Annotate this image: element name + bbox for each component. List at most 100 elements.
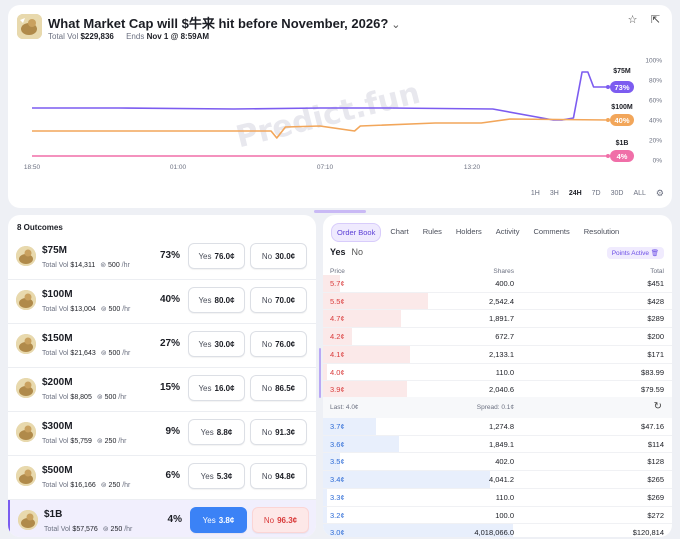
y-tick-label: 0% <box>653 158 663 165</box>
outcome-meta: Total Vol $8,805 ⊚ 500 /hr <box>42 393 126 401</box>
ask-shares: 400.0 <box>495 279 514 288</box>
tab-chart[interactable]: Chart <box>390 227 409 236</box>
buy-no-button[interactable]: No 94.8¢ <box>250 463 307 489</box>
ask-row[interactable]: 5.7¢ 400.0 $451 <box>323 275 672 293</box>
outcome-name: $200M <box>42 377 73 388</box>
outcome-vol: $21,643 <box>70 350 96 357</box>
buy-yes-button[interactable]: Yes 80.0¢ <box>188 287 245 313</box>
toggle-no[interactable]: No <box>351 247 364 257</box>
depth-bar <box>323 453 341 472</box>
buy-no-button[interactable]: No 70.0¢ <box>250 287 307 313</box>
outcome-vol-label: Total Vol <box>42 262 69 269</box>
buy-no-label: No <box>261 251 273 261</box>
buy-yes-label: Yes <box>198 383 212 393</box>
buy-no-price: 86.5¢ <box>275 383 296 393</box>
buy-yes-button[interactable]: Yes 5.3¢ <box>188 463 245 489</box>
outcome-row[interactable]: $300M Total Vol $5,759 ⊚ 250 /hr 9% Yes 8.8¢ N… <box>8 412 316 456</box>
settings-gear-icon[interactable]: ⚙ <box>655 188 664 198</box>
depth-bar <box>323 328 352 346</box>
outcome-logo <box>16 378 36 398</box>
points-active-badge[interactable]: Points Active 🗑 <box>606 247 664 259</box>
ask-row[interactable]: 4.7¢ 1,891.7 $289 <box>323 310 672 329</box>
range-3h[interactable]: 3H <box>549 190 559 197</box>
col-total: Total <box>650 268 664 275</box>
toggle-yes[interactable]: Yes <box>330 247 346 257</box>
outcome-row[interactable]: $1B Total Vol $57,576 ⊚ 250 /hr 4% Yes 3.8¢ No… <box>8 500 316 537</box>
outcome-probability: 73% <box>159 250 180 261</box>
buy-yes-price: 3.8¢ <box>218 515 235 525</box>
buy-no-button[interactable]: No 86.5¢ <box>250 375 307 401</box>
star-icon[interactable]: ☆ <box>627 14 638 26</box>
ask-row[interactable]: 3.9¢ 2,040.6 $79.59 <box>323 381 672 399</box>
range-24h[interactable]: 24H <box>568 190 582 197</box>
buy-no-price: 30.0¢ <box>275 251 296 261</box>
bid-total: $265 <box>647 475 664 485</box>
buy-yes-button[interactable]: Yes 8.8¢ <box>188 419 245 445</box>
bid-row[interactable]: 3.4¢ 4,041.2 $265 <box>323 471 672 489</box>
book-tabs: Order Book Chart Rules Holders Activity Comme… <box>331 223 624 242</box>
depth-bar <box>323 381 407 399</box>
row-divider <box>323 362 672 364</box>
outcomes-panel: 8 Outcomes $75M Total Vol $14,311 ⊚ 500 /h… <box>8 215 316 537</box>
bid-row[interactable]: 3.2¢ 100.0 $272 <box>323 506 672 525</box>
range-1h[interactable]: 1H <box>530 190 540 197</box>
buy-no-button[interactable]: No 96.3¢ <box>252 507 309 533</box>
tab-resolution[interactable]: Resolution <box>583 227 620 236</box>
buy-no-label: No <box>263 515 275 525</box>
ask-row[interactable]: 4.0¢ 110.0 $83.99 <box>323 363 672 382</box>
tab-rules[interactable]: Rules <box>422 227 442 236</box>
col-shares: Shares <box>493 268 514 275</box>
ask-row[interactable]: 4.1¢ 2,133.1 $171 <box>323 345 672 364</box>
bid-row[interactable]: 3.3¢ 110.0 $269 <box>323 488 672 507</box>
buy-no-button[interactable]: No 91.3¢ <box>250 419 307 445</box>
share-icon[interactable]: ⇱ <box>650 14 661 26</box>
tab-comments[interactable]: Comments <box>533 227 570 236</box>
range-30d[interactable]: 30D <box>610 190 624 197</box>
watermark: Predict.fun <box>233 76 424 155</box>
outcome-name: $75M <box>42 245 68 256</box>
tab-holders[interactable]: Holders <box>455 227 482 236</box>
row-divider <box>323 523 672 525</box>
buy-no-price: 91.3¢ <box>275 427 296 437</box>
bid-shares: 4,041.2 <box>488 475 514 485</box>
series-end-dot <box>606 118 610 122</box>
buy-no-button[interactable]: No 76.0¢ <box>250 331 307 357</box>
outcome-logo <box>16 466 36 486</box>
bid-row[interactable]: 3.5¢ 402.0 $128 <box>323 453 672 472</box>
range-all[interactable]: ALL <box>633 190 646 197</box>
chevron-down-icon[interactable]: ⌄ <box>391 19 401 31</box>
bid-total: $120,814 <box>632 528 664 537</box>
ask-price: 5.5¢ <box>330 296 345 306</box>
buy-yes-button[interactable]: Yes 3.8¢ <box>190 507 247 533</box>
buy-yes-button[interactable]: Yes 76.0¢ <box>188 243 245 269</box>
ask-shares: 2,133.1 <box>488 349 514 359</box>
bid-row[interactable]: 3.6¢ 1,849.1 $114 <box>323 435 672 454</box>
outcome-row[interactable]: $75M Total Vol $14,311 ⊚ 500 /hr 73% Yes 76.0… <box>8 236 316 280</box>
outcome-vol-label: Total Vol <box>42 438 69 445</box>
order-book-panel: Order Book Chart Rules Holders Activity Comme… <box>323 215 672 537</box>
panel-drag-handle[interactable] <box>314 210 366 213</box>
outcome-row[interactable]: $500M Total Vol $16,166 ⊚ 250 /hr 6% Yes 5.3¢… <box>8 456 316 500</box>
refresh-icon[interactable]: ↻ <box>653 401 662 412</box>
series-value-label: 73% <box>614 83 629 92</box>
outcome-row[interactable]: $200M Total Vol $8,805 ⊚ 500 /hr 15% Yes 16.0… <box>8 368 316 412</box>
buy-yes-button[interactable]: Yes 16.0¢ <box>188 375 245 401</box>
outcome-name: $1B <box>44 509 63 520</box>
bid-row[interactable]: 3.7¢ 1,274.8 $47.16 <box>323 418 672 436</box>
outcome-row[interactable]: $150M Total Vol $21,643 ⊚ 500 /hr 27% Yes 30.… <box>8 324 316 368</box>
ask-price: 4.1¢ <box>330 349 345 359</box>
scrollbar[interactable] <box>319 348 321 398</box>
ask-row[interactable]: 5.5¢ 2,542.4 $428 <box>323 292 672 311</box>
buy-no-button[interactable]: No 30.0¢ <box>250 243 307 269</box>
buy-no-price: 70.0¢ <box>275 295 296 305</box>
tab-activity[interactable]: Activity <box>495 227 520 236</box>
buy-yes-button[interactable]: Yes 30.0¢ <box>188 331 245 357</box>
outcome-row[interactable]: $100M Total Vol $13,004 ⊚ 500 /hr 40% Yes 80.… <box>8 280 316 324</box>
tab-order-book[interactable]: Order Book <box>331 223 382 242</box>
y-tick-label: 100% <box>645 58 662 65</box>
outcome-logo <box>16 422 36 442</box>
outcome-meta: Total Vol $21,643 ⊚ 500 /hr <box>42 349 130 357</box>
bid-row[interactable]: 3.0¢ 4,018,066.0 $120,814 <box>323 524 672 537</box>
range-7d[interactable]: 7D <box>591 190 601 197</box>
ask-row[interactable]: 4.2¢ 672.7 $200 <box>323 328 672 346</box>
